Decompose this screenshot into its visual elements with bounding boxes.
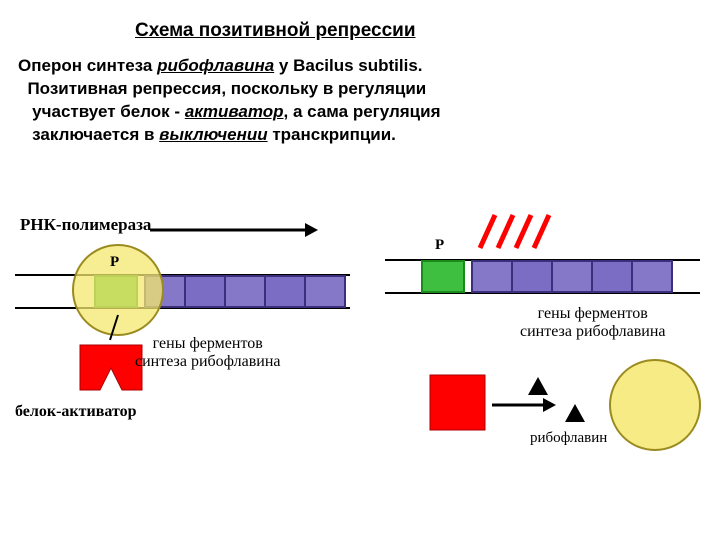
intro-riboflavin: рибофлавина [157,56,274,75]
gene-boxes-left [145,276,345,307]
gene-boxes-right [472,261,672,292]
p-label-left: Р [110,254,119,271]
rnk-polymerase-label: РНК-полимераза [20,215,151,235]
off-slashes [480,215,549,248]
intro-l3a: участвует белок - [32,102,185,121]
intro-l4b: транскрипции. [268,125,396,144]
riboflavin-label: рибофлавин [530,430,607,447]
intro-shutdown: выключении [159,125,267,144]
activator-shape-left [80,345,142,390]
genes-label-left: гены ферментов синтеза рибофлавина [135,335,280,371]
intro-l1a: Оперон синтеза [18,56,157,75]
riboflavin-triangle-2 [565,404,585,422]
intro-l4a: заключается в [32,125,159,144]
diagram-title: Схема позитивной репрессии [135,20,416,42]
intro-l2: Позитивная репрессия, поскольку в регуля… [27,79,426,98]
intro-activator: активатор [185,102,284,121]
yellow-circle-right [610,360,700,450]
p-label-right: Р [435,237,444,254]
activator-label: белок-активатор [15,403,136,421]
intro-l1b: у Bacilus subtilis. [274,56,422,75]
intro-text: Оперон синтеза рибофлавина у Bacilus sub… [18,55,698,147]
activator-square [430,375,485,430]
intro-l3b: , а сама регуляция [284,102,441,121]
genes-label-right: гены ферментов синтеза рибофлавина [520,305,665,341]
riboflavin-triangle-1 [528,377,548,395]
